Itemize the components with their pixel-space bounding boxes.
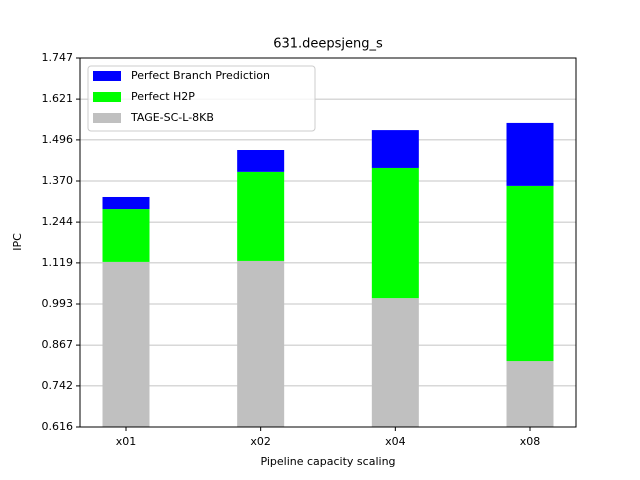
y-tick-label: 1.244 — [42, 215, 74, 228]
legend-swatch — [93, 113, 121, 123]
legend-swatch — [93, 92, 121, 102]
bar-segment — [506, 185, 554, 362]
x-tick-label: x08 — [520, 435, 541, 448]
bar-segment — [371, 298, 419, 427]
y-tick-label: 1.370 — [42, 174, 74, 187]
y-tick-label: 1.119 — [42, 256, 74, 269]
bar-segment — [371, 167, 419, 299]
legend-label: TAGE-SC-L-8KB — [130, 111, 214, 124]
y-tick-label: 0.616 — [42, 420, 74, 433]
bar-segment — [237, 260, 285, 427]
legend-box — [87, 65, 316, 132]
bar-segment — [506, 122, 554, 186]
bar-segment — [371, 130, 419, 168]
x-tick-label: x01 — [116, 435, 137, 448]
y-tick-label: 1.496 — [42, 133, 74, 146]
legend: Perfect Branch Prediction Perfect H2P TAGE… — [87, 65, 316, 132]
y-tick-label: 0.867 — [42, 338, 74, 351]
y-tick-label: 0.742 — [42, 379, 74, 392]
x-axis-label: Pipeline capacity scaling — [260, 455, 395, 468]
chart-title: 631.deepsjeng_s — [273, 37, 383, 52]
x-tick-label: x02 — [250, 435, 271, 448]
x-tick-label: x04 — [385, 435, 406, 448]
legend-label: Perfect H2P — [131, 90, 195, 103]
y-tick-label: 0.993 — [42, 297, 74, 310]
bar-segment — [102, 261, 150, 427]
legend-swatch — [93, 71, 121, 81]
y-axis-label: IPC — [11, 233, 24, 251]
bar-segment — [102, 209, 150, 262]
bar-segment — [237, 150, 285, 172]
y-tick-label: 1.747 — [42, 51, 74, 64]
bar-segment — [237, 171, 285, 261]
bar-segment — [506, 361, 554, 427]
bar-segment — [102, 196, 150, 210]
legend-label: Perfect Branch Prediction — [131, 69, 270, 82]
plot-frame — [79, 57, 577, 428]
y-tick-label: 1.621 — [42, 92, 74, 105]
